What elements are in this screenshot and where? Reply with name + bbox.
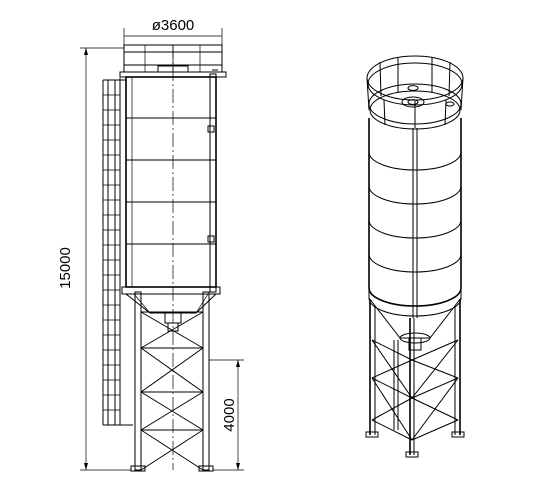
total-height-label: 15000 [57,247,74,289]
silo-body [125,69,218,293]
isometric-view [365,55,465,458]
diameter-label: ø3600 [152,17,195,34]
front-elevation: ø3600 [57,17,244,472]
support-height-dimension: 4000 [209,359,244,471]
iso-body [368,118,462,318]
height-dimension: 15000 [57,47,131,471]
silo-cone [121,286,221,332]
support-height-label: 4000 [221,398,238,431]
diameter-dimension: ø3600 [123,17,223,48]
iso-cone [368,288,462,351]
ladder-cage [102,78,133,426]
iso-support [365,300,465,458]
iso-top-railing [366,55,464,130]
support-structure [130,291,214,472]
